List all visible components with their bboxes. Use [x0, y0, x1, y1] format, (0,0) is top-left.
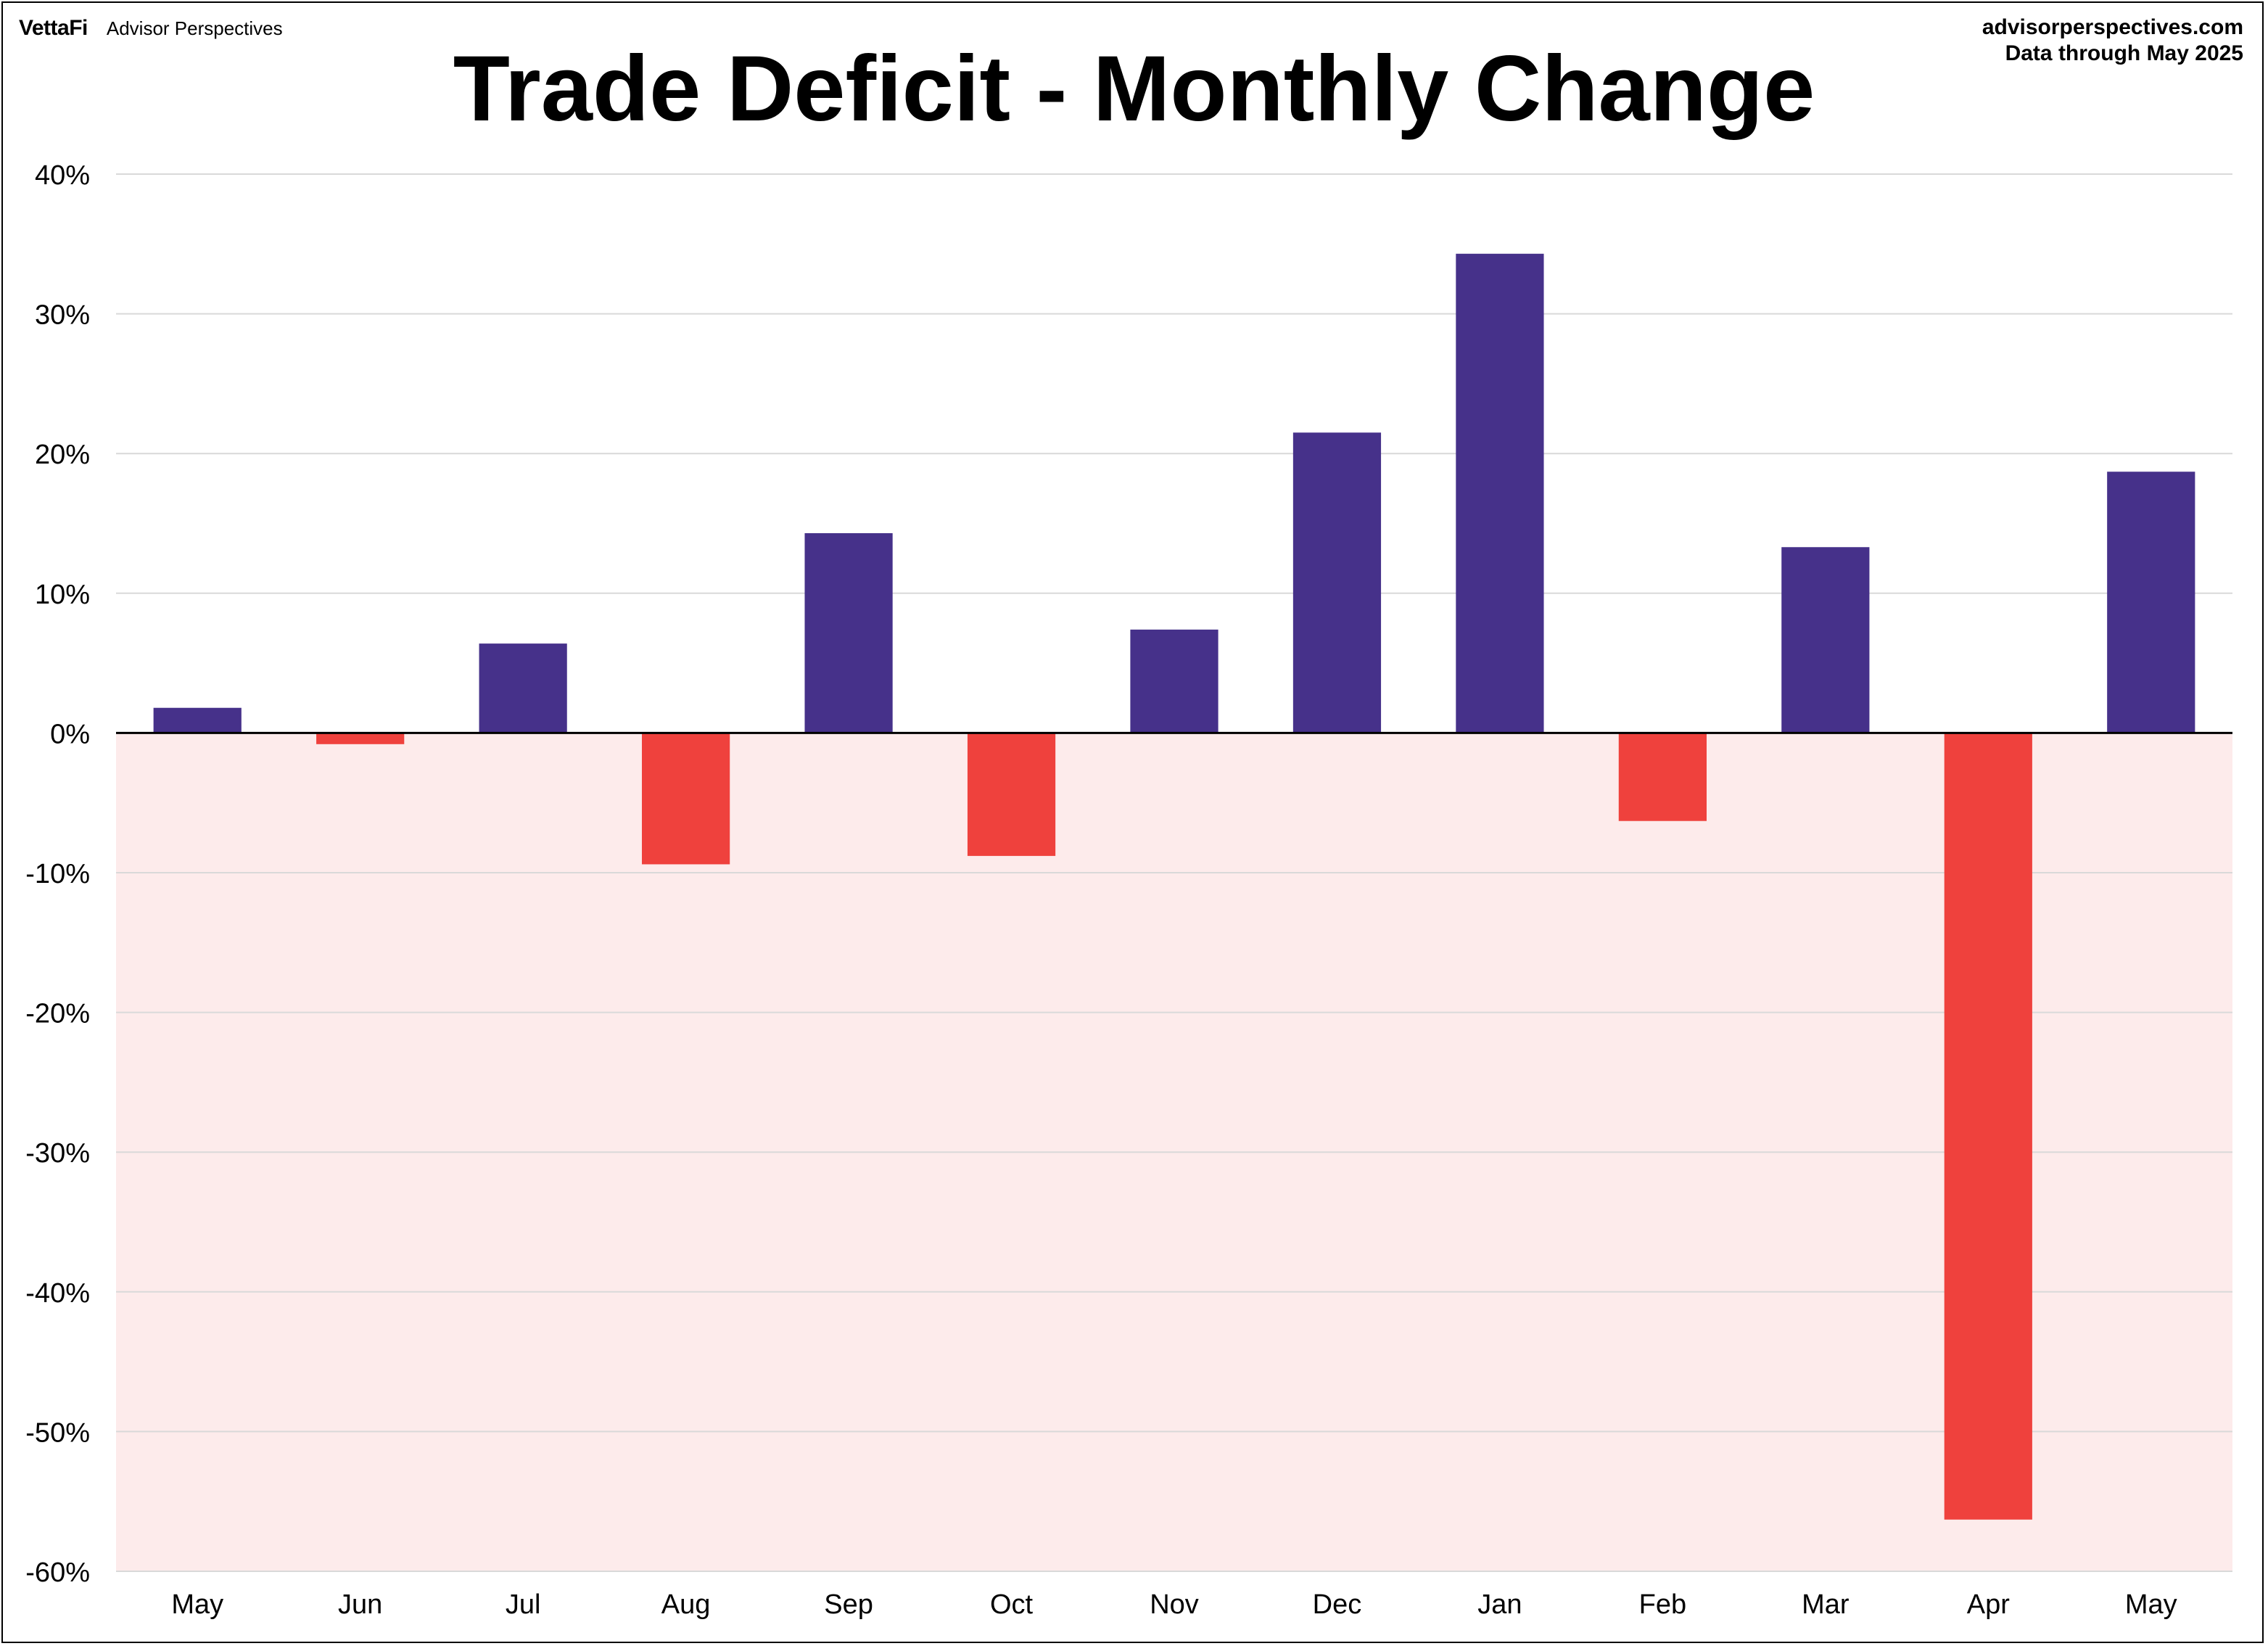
y-tick-label: -50%	[25, 1417, 90, 1448]
bar-dec-7	[1292, 432, 1382, 733]
y-tick-label: -60%	[25, 1557, 90, 1588]
x-tick-labels-layer: May Jun Jul Aug Sep Oct Nov Dec Jan Feb Mar Apr May	[171, 1589, 2177, 1620]
x-tick-label: Jun	[338, 1589, 382, 1620]
x-tick-label: Nov	[1150, 1589, 1199, 1620]
bar-aug-3	[642, 733, 730, 865]
x-tick-label: May	[171, 1589, 223, 1620]
y-tick-labels-layer: 40% 30% 20% 10% 0% -10% -20% -30% -40% -50% -60%	[25, 160, 90, 1588]
x-tick-label: Mar	[1802, 1589, 1850, 1620]
x-tick-label: Jan	[1477, 1589, 1522, 1620]
bars-layer	[153, 253, 2195, 1520]
data-through-note: Data through May 2025	[2005, 41, 2243, 65]
gridlines-layer	[116, 173, 2232, 1572]
bar-nov-6	[1130, 629, 1218, 733]
x-tick-label: Feb	[1639, 1589, 1686, 1620]
bar-feb-9	[1618, 733, 1707, 821]
chart-title: Trade Deficit - Monthly Change	[453, 37, 1815, 141]
bar-may-0	[153, 707, 242, 733]
bar-oct-5	[967, 733, 1056, 856]
bar-jun-1	[316, 733, 405, 744]
x-tick-label: Dec	[1313, 1589, 1362, 1620]
y-tick-label: 20%	[35, 440, 90, 470]
bar-sep-4	[804, 532, 893, 733]
bar-may-12	[2107, 472, 2195, 733]
x-tick-label: Sep	[824, 1589, 873, 1620]
y-tick-label: 40%	[35, 160, 90, 191]
bar-jul-2	[479, 643, 567, 733]
vettafi-logo: VettaFi	[19, 16, 88, 40]
source-website: advisorperspectives.com	[1982, 15, 2243, 39]
bar-mar-10	[1781, 547, 1870, 733]
brand-name: Advisor Perspectives	[106, 17, 283, 39]
brand-header: VettaFi Advisor Perspectives	[19, 16, 283, 41]
y-tick-label: -10%	[25, 859, 90, 889]
y-tick-label: -40%	[25, 1278, 90, 1309]
y-tick-label: -30%	[25, 1138, 90, 1169]
y-tick-label: 0%	[50, 719, 90, 749]
source-info: advisorperspectives.com Data through May…	[1982, 15, 2243, 67]
y-tick-label: 30%	[35, 300, 90, 331]
x-tick-label: Aug	[661, 1589, 711, 1620]
y-tick-label: 10%	[35, 580, 90, 610]
x-tick-label: May	[2125, 1589, 2177, 1620]
x-tick-label: Apr	[1967, 1589, 2010, 1620]
x-tick-label: Oct	[990, 1589, 1034, 1620]
bar-apr-11	[1944, 733, 2032, 1520]
x-tick-label: Jul	[506, 1589, 541, 1620]
bar-jan-8	[1456, 253, 1544, 733]
y-tick-label: -20%	[25, 999, 90, 1029]
